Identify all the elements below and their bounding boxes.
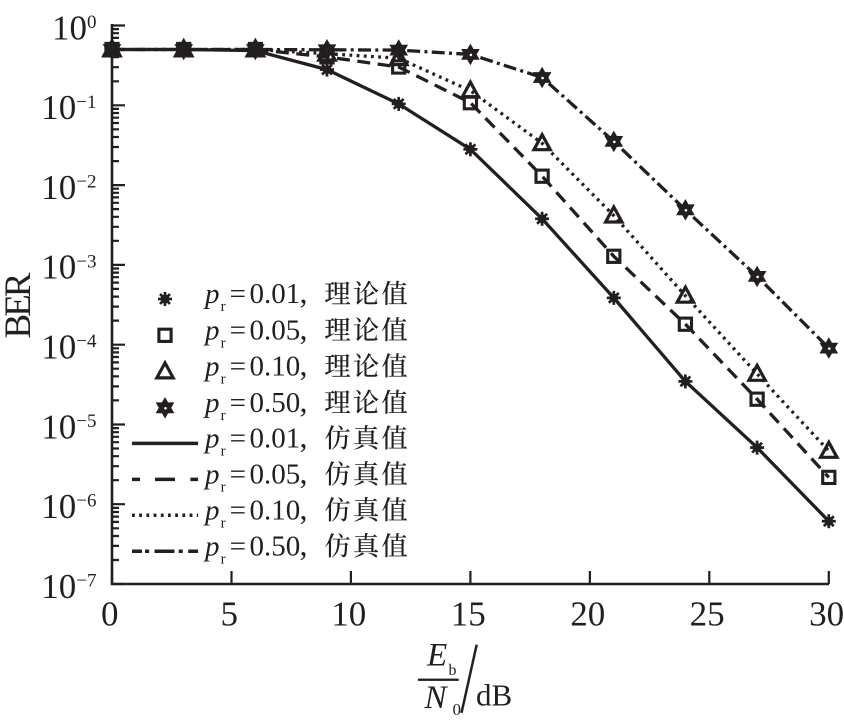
svg-text:r: r: [221, 372, 226, 388]
svg-text:0.01: 0.01: [250, 278, 301, 310]
svg-text:=: =: [230, 351, 246, 383]
svg-text:20: 20: [570, 595, 605, 634]
svg-text:,: ,: [300, 347, 308, 383]
svg-text:,: ,: [300, 311, 308, 347]
svg-text:E: E: [426, 638, 447, 674]
svg-text:0.10: 0.10: [250, 495, 301, 527]
svg-text:0.50: 0.50: [250, 387, 301, 419]
svg-text:BER: BER: [0, 272, 39, 338]
svg-text:0: 0: [453, 700, 462, 719]
svg-text:=: =: [230, 531, 246, 563]
svg-text:b: b: [449, 662, 457, 679]
svg-text:dB: dB: [476, 677, 512, 712]
svg-text:0.01: 0.01: [250, 423, 301, 455]
svg-text:,: ,: [300, 455, 308, 491]
svg-text:0.05: 0.05: [250, 459, 301, 491]
svg-text:15: 15: [451, 595, 486, 634]
svg-text:r: r: [221, 516, 226, 532]
svg-text:p: p: [203, 531, 220, 563]
svg-text:,: ,: [300, 419, 308, 455]
svg-text:r: r: [221, 444, 226, 460]
svg-text:p: p: [203, 423, 220, 455]
svg-text:=: =: [230, 423, 246, 455]
svg-text:r: r: [221, 336, 226, 352]
svg-text:p: p: [203, 351, 220, 383]
svg-text:=: =: [230, 459, 246, 491]
svg-text:r: r: [221, 408, 226, 424]
svg-text:,: ,: [300, 274, 308, 310]
svg-text:5: 5: [221, 595, 239, 634]
svg-text:p: p: [203, 278, 220, 310]
svg-text:0.10: 0.10: [250, 351, 301, 383]
svg-text:r: r: [221, 480, 226, 496]
svg-text:10: 10: [331, 595, 366, 634]
svg-text:0: 0: [101, 595, 119, 634]
svg-text:p: p: [203, 495, 220, 527]
svg-text:p: p: [203, 387, 220, 419]
svg-text:=: =: [230, 495, 246, 527]
svg-text:0.50: 0.50: [250, 531, 301, 563]
svg-text:r: r: [221, 299, 226, 315]
svg-text:,: ,: [300, 383, 308, 419]
svg-text:p: p: [203, 459, 220, 491]
svg-text:10−3: 10−3: [41, 248, 96, 287]
svg-text:=: =: [230, 278, 246, 310]
svg-text:,: ,: [300, 527, 308, 563]
svg-text:25: 25: [690, 595, 725, 634]
svg-text:N: N: [424, 680, 449, 716]
svg-text:=: =: [230, 315, 246, 347]
svg-text:0.05: 0.05: [250, 315, 301, 347]
svg-text:p: p: [203, 315, 220, 347]
svg-text:=: =: [230, 387, 246, 419]
svg-text:,: ,: [300, 491, 308, 527]
svg-text:30: 30: [809, 595, 844, 634]
svg-text:r: r: [221, 552, 226, 568]
svg-text:10−5: 10−5: [41, 407, 96, 446]
